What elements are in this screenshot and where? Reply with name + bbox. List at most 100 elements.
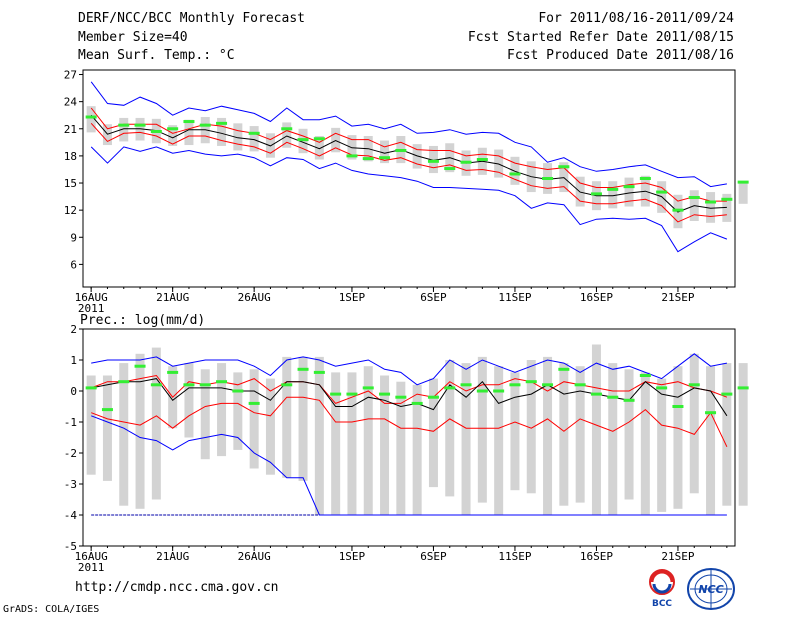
temp-plot-frame: [82, 69, 736, 288]
temp-observed-mark: [85, 115, 97, 119]
prec-spread-box: [722, 363, 732, 506]
prec-spread-box: [526, 360, 536, 494]
temp-observed-mark: [150, 129, 162, 133]
prec-spread-box: [428, 378, 438, 488]
temp-observed-mark: [705, 200, 717, 204]
temp-median-line: [90, 114, 727, 213]
prec-spread-box: [624, 369, 634, 500]
prec-observed-mark: [150, 383, 162, 387]
prec-spread-box: [331, 372, 341, 515]
prec-spread-box: [543, 356, 553, 515]
prec-spread-box: [135, 353, 145, 509]
prec-spread-box: [314, 356, 324, 515]
temp-observed-mark: [542, 177, 554, 180]
temp-spread-box: [624, 177, 634, 207]
prec-spread-box: [380, 375, 390, 515]
prec-spread-box: [396, 381, 406, 515]
prec-spread-box: [347, 372, 357, 515]
temp-max-line: [90, 81, 727, 188]
prec-x-tick-label: 6SEP: [420, 550, 447, 563]
temp-spread-box: [706, 192, 716, 223]
temp-spread-box: [119, 117, 129, 142]
temp-observed-mark: [134, 123, 146, 127]
prec-observed-mark: [362, 386, 374, 390]
temp-observed-mark: [656, 190, 668, 194]
prec-spread-box: [363, 366, 373, 515]
prec-spread-box: [591, 344, 601, 515]
forecast-produced-date: Fcst Produced Date 2011/08/16: [507, 48, 734, 63]
temp-observed-mark: [688, 195, 700, 199]
temp-x-tick-label: 1SEP: [339, 291, 366, 304]
chart-title: DERF/NCC/BCC Monthly Forecast: [78, 11, 305, 26]
prec-observed-mark: [656, 386, 668, 390]
variable-label: Mean Surf. Temp.: °C: [78, 48, 235, 63]
temp-spread-box: [314, 136, 324, 160]
prec-x-tick-label: 16AUG: [75, 550, 108, 563]
bcc-logo-text: BCC: [652, 599, 672, 608]
prec-observed-mark: [737, 386, 749, 390]
forecast-started-date: Fcst Started Refer Date 2011/08/15: [467, 30, 734, 45]
temp-y-tick-label: 6: [70, 258, 77, 271]
temp-observed-mark: [476, 158, 488, 162]
prec-spread-box: [412, 384, 422, 515]
prec-spread-box: [608, 363, 618, 515]
temp-y-tick-label: 9: [70, 231, 77, 244]
prec-observed-mark: [183, 383, 195, 387]
temp-spread-box: [608, 181, 618, 209]
temp-spread-box: [249, 126, 259, 152]
temp-observed-mark: [623, 185, 635, 189]
prec-observed-mark: [313, 370, 325, 374]
prec-y-tick-label: -3: [64, 478, 77, 491]
prec-y-tick-label: -4: [64, 509, 78, 522]
prec-spread-box: [233, 372, 243, 450]
prec-observed-mark: [525, 380, 537, 384]
temp-observed-mark: [362, 157, 374, 161]
temp-q3-line: [90, 107, 727, 202]
temp-y-tick-label: 24: [64, 96, 78, 109]
prec-spread-box: [575, 366, 585, 503]
prec-observed-mark: [607, 395, 619, 399]
prec-median-line: [91, 378, 728, 417]
prec-y-tick-label: 2: [70, 323, 77, 336]
temp-panel: [79, 69, 749, 292]
temp-observed-mark: [248, 131, 260, 135]
prec-spread-box: [738, 363, 748, 506]
temp-observed-mark: [427, 159, 439, 163]
source-url[interactable]: http://cmdp.ncc.cma.gov.cn: [75, 580, 279, 595]
prec-plot-frame: [82, 328, 736, 547]
temp-observed-mark: [281, 127, 293, 131]
grads-credit: GrADS: COLA/IGES: [3, 604, 100, 615]
prec-observed-mark: [509, 383, 521, 387]
prec-observed-mark: [623, 398, 635, 402]
prec-observed-mark: [574, 383, 586, 387]
forecast-period: For 2011/08/16-2011/09/24: [538, 11, 734, 26]
temp-spread-box: [86, 106, 96, 133]
prec-max-line: [91, 353, 727, 386]
prec-y-tick-label: 0: [70, 385, 77, 398]
temp-observed-mark: [590, 192, 602, 196]
temp-x-tick-label: 16AUG: [75, 291, 108, 304]
member-size-label: Member Size=40: [78, 30, 188, 45]
temp-observed-mark: [313, 137, 325, 141]
temp-observed-mark: [509, 172, 521, 176]
prec-spread-box: [298, 356, 308, 481]
prec-spread-box: [477, 356, 487, 503]
prec-q1-line: [91, 396, 728, 448]
temp-observed-mark: [395, 148, 407, 152]
prec-spread-box: [445, 360, 455, 497]
prec-spread-box: [200, 369, 210, 460]
prec-spread-box: [102, 375, 112, 481]
prec-x-tick-label: 21SEP: [661, 550, 694, 563]
temp-y-tick-label: 15: [64, 177, 77, 190]
prec-observed-mark: [395, 395, 407, 399]
temp-y-tick-label: 12: [64, 204, 77, 217]
prec-observed-mark: [721, 392, 733, 396]
prec-observed-mark: [542, 383, 554, 387]
prec-x-tick-label: 1SEP: [339, 550, 366, 563]
temp-spread-box: [428, 145, 438, 174]
temp-observed-mark: [346, 154, 358, 158]
temp-observed-mark: [737, 180, 749, 184]
prec-observed-mark: [297, 367, 309, 371]
prec-spread-box: [689, 353, 699, 494]
